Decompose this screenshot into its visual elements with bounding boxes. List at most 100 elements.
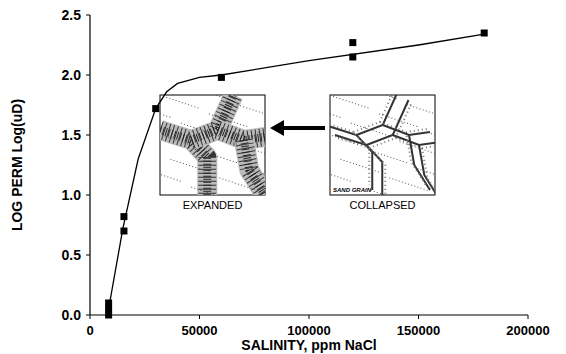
grain-dot xyxy=(430,172,431,173)
grain-dot xyxy=(242,146,243,147)
grain-dot xyxy=(372,169,373,170)
grain-dot xyxy=(375,170,376,171)
grain-dot xyxy=(386,95,387,96)
grain-dot xyxy=(417,168,418,169)
grain-dot xyxy=(222,179,223,180)
grain-dot xyxy=(251,149,252,150)
grain-dot xyxy=(406,162,407,163)
grain-dot xyxy=(224,119,225,120)
grain-dot xyxy=(357,125,358,126)
grain-dot xyxy=(350,162,351,163)
grain-dot xyxy=(403,161,404,162)
grain-dot xyxy=(190,126,191,127)
grain-dot xyxy=(429,111,430,112)
grain-dot xyxy=(258,132,259,133)
grain-dot xyxy=(392,97,393,98)
plot-area xyxy=(105,30,488,319)
grain-dot xyxy=(201,190,202,191)
grain-dot xyxy=(387,156,388,157)
grain-dot xyxy=(347,180,348,181)
inset-label: COLLAPSED xyxy=(349,199,415,211)
grain-dot xyxy=(395,180,396,181)
grain-dot xyxy=(261,152,262,153)
grain-dot xyxy=(391,118,392,119)
grain-dot xyxy=(416,107,417,108)
grain-dot xyxy=(407,104,408,105)
grain-dot xyxy=(205,152,206,153)
grain-dot xyxy=(212,133,213,134)
data-point xyxy=(349,39,356,46)
grain-dot xyxy=(335,136,336,137)
grain-dot xyxy=(244,186,245,187)
grain-dot xyxy=(253,109,254,110)
grain-dot xyxy=(217,156,218,157)
grain-dot xyxy=(351,141,352,142)
pore-wall xyxy=(409,135,430,190)
grain-dot xyxy=(372,151,373,152)
grain-dot xyxy=(379,114,380,115)
grain-dot xyxy=(403,142,404,143)
clay-fibres xyxy=(218,130,265,140)
grain-dot xyxy=(415,147,416,148)
x-tick xyxy=(528,315,529,319)
y-tick-label: 0.5 xyxy=(62,247,82,263)
grain-dot xyxy=(257,190,258,191)
grain-dot xyxy=(180,162,181,163)
grain-dot xyxy=(262,113,263,114)
grain-dot xyxy=(239,144,240,145)
grain-dot xyxy=(381,154,382,155)
grain-dot xyxy=(230,160,231,161)
grain-dot xyxy=(428,151,429,152)
grain-dot xyxy=(407,123,408,124)
grain-dot xyxy=(216,95,217,96)
grain-dot xyxy=(339,98,340,99)
clay-fibres xyxy=(218,130,265,140)
grain-dot xyxy=(380,193,381,194)
grain-dot xyxy=(382,115,383,116)
grain-dot xyxy=(232,182,233,183)
grain-dot xyxy=(354,142,355,143)
grain-dot xyxy=(211,154,212,155)
grain-dot xyxy=(184,142,185,143)
grain-dot xyxy=(348,140,349,141)
grain-dot xyxy=(180,181,181,182)
pore-fill xyxy=(244,140,265,195)
grain-dot xyxy=(358,104,359,105)
data-point xyxy=(105,312,112,319)
grain-dot xyxy=(359,165,360,166)
grain-dot xyxy=(160,114,161,115)
grain-dot xyxy=(254,189,255,190)
grain-dot xyxy=(408,184,409,185)
grain-dots xyxy=(370,103,412,148)
grain-dot xyxy=(388,135,389,136)
grain-dot xyxy=(377,192,378,193)
grain-dot xyxy=(169,117,170,118)
grain-dot xyxy=(379,132,380,133)
grain-dot xyxy=(171,138,172,139)
pore-pattern xyxy=(160,95,265,195)
grain-dot xyxy=(219,96,220,97)
grain-dot xyxy=(264,134,265,135)
grain-dot xyxy=(378,171,379,172)
grain-dot xyxy=(412,146,413,147)
grain-dot xyxy=(203,130,204,131)
grain-dot xyxy=(360,126,361,127)
grain-dot xyxy=(215,116,216,117)
grain-dots xyxy=(422,148,435,195)
grain-dot xyxy=(187,125,188,126)
chart: 0500001000001500002000000.00.51.01.52.02… xyxy=(0,0,566,354)
x-tick-label: 100000 xyxy=(287,323,330,338)
grain-dot xyxy=(207,192,208,193)
grain-dot xyxy=(393,158,394,159)
x-tick xyxy=(199,315,200,319)
pore-wall xyxy=(383,125,430,135)
grain-dot xyxy=(204,191,205,192)
grain-dot xyxy=(198,150,199,151)
pore-wall xyxy=(393,135,435,145)
grain-dot xyxy=(420,169,421,170)
grain-dot xyxy=(243,106,244,107)
grain-dot xyxy=(424,189,425,190)
grain-dot xyxy=(174,160,175,161)
grain-dot xyxy=(161,174,162,175)
grain-dot xyxy=(177,161,178,162)
